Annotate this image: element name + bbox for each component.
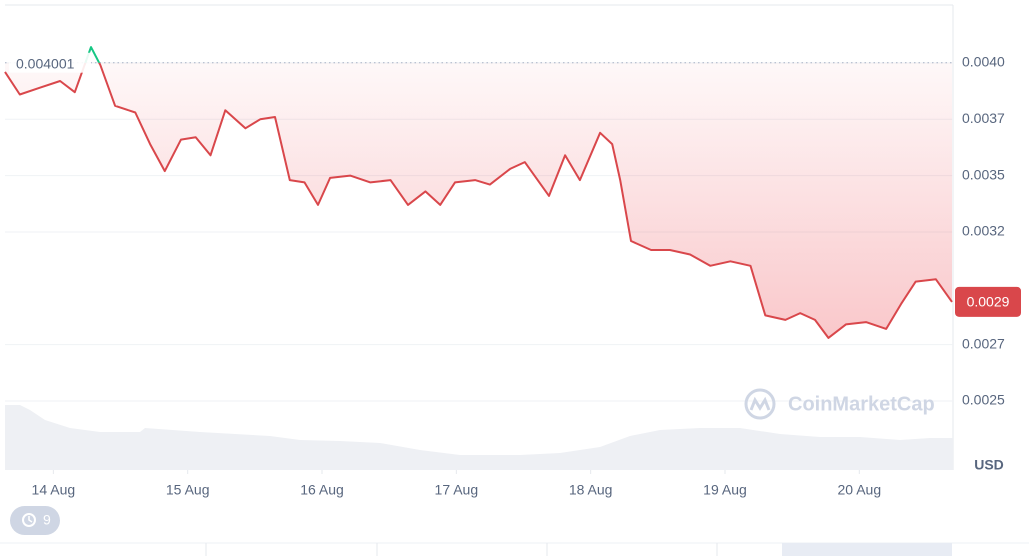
current-price-label: 0.0029 [967, 294, 1010, 310]
x-tick-label: 17 Aug [435, 482, 479, 498]
y-tick-label: 0.0035 [962, 166, 1005, 182]
currency-label: USD [974, 457, 1004, 473]
x-tick-label: 18 Aug [569, 482, 613, 498]
y-tick-label: 0.0037 [962, 110, 1005, 126]
watermark-logo [744, 388, 776, 420]
y-tick-label: 0.0027 [962, 335, 1005, 351]
y-tick-label: 0.0040 [962, 54, 1005, 70]
history-count: 9 [43, 512, 51, 528]
x-tick-label: 20 Aug [838, 482, 882, 498]
y-tick-label: 0.0025 [962, 392, 1005, 408]
reference-label-bg [9, 52, 91, 73]
reference-label: 0.004001 [16, 55, 75, 71]
x-tick-label: 15 Aug [166, 482, 210, 498]
y-tick-label: 0.0032 [962, 223, 1005, 239]
history-icon-hands [28, 516, 33, 523]
area-fill [5, 62, 952, 338]
history-icon [22, 513, 36, 527]
x-tick-label: 19 Aug [703, 482, 747, 498]
x-tick-label: 16 Aug [300, 482, 344, 498]
current-price-badge [955, 286, 1021, 317]
x-tick-label: 14 Aug [32, 482, 76, 498]
history-badge[interactable]: 9 [10, 506, 60, 535]
plot: 0.004001 [4, 46, 953, 339]
volume-area [5, 405, 953, 470]
price-line [4, 62, 953, 339]
navigator [0, 542, 1029, 556]
watermark: CoinMarketCap [788, 393, 935, 415]
